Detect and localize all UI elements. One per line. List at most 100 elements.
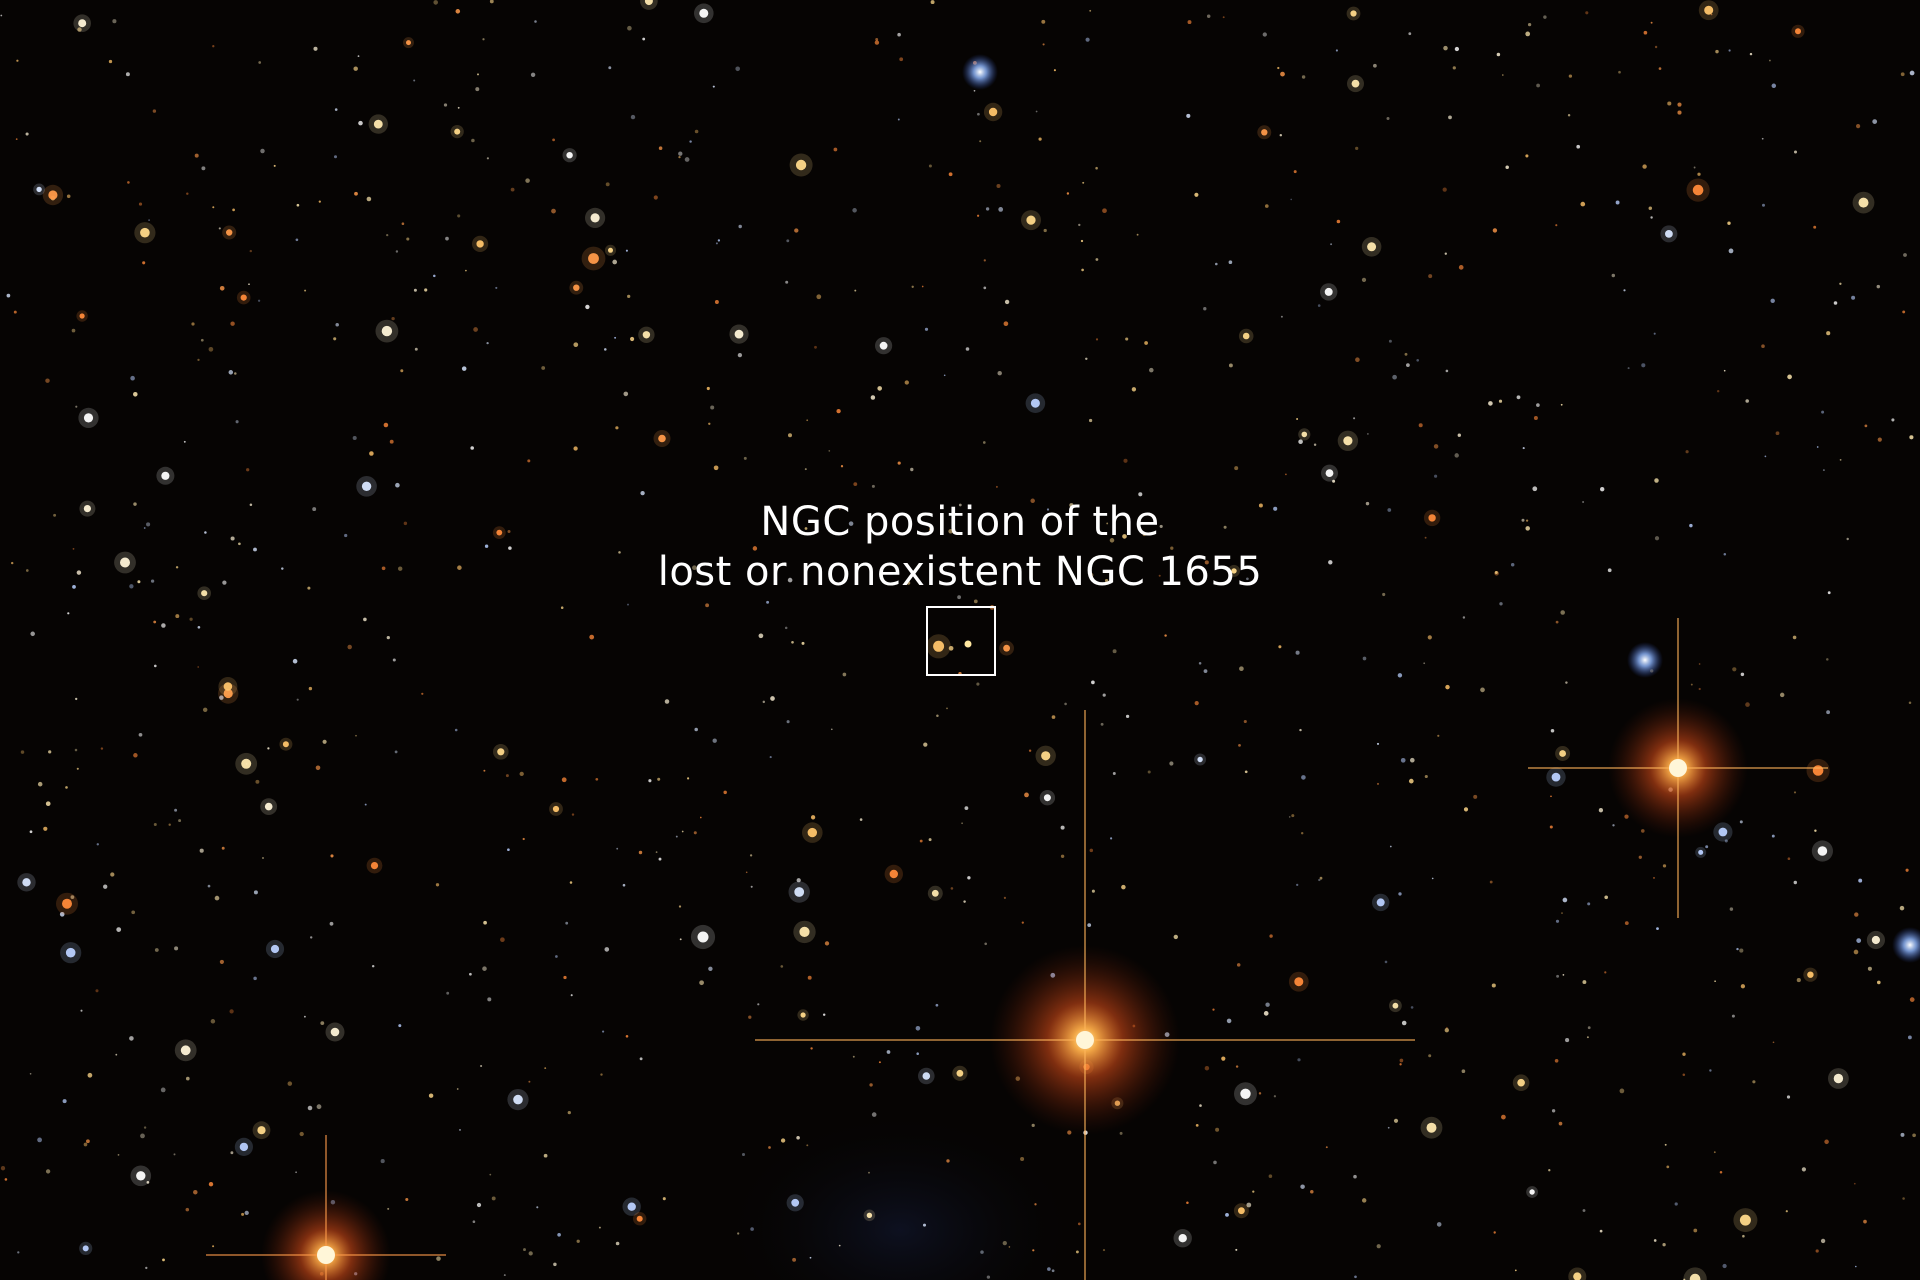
star [1263, 1011, 1269, 1016]
star [1723, 369, 1726, 372]
star [1035, 110, 1038, 113]
star [897, 32, 901, 37]
star [136, 1171, 146, 1181]
star [1562, 897, 1568, 903]
star [828, 450, 831, 452]
star [875, 37, 879, 41]
star [1047, 1267, 1051, 1271]
star [1095, 338, 1099, 341]
star [1178, 1234, 1187, 1243]
star [1343, 436, 1353, 446]
star [1749, 52, 1753, 56]
star [1089, 572, 1094, 578]
star [1234, 466, 1239, 471]
star [768, 1146, 771, 1149]
star [15, 138, 18, 140]
star [246, 468, 250, 472]
star [476, 73, 480, 76]
star-glow [1683, 1267, 1707, 1280]
star [648, 779, 652, 783]
star [71, 328, 76, 333]
star [1587, 1026, 1591, 1030]
star [1095, 166, 1098, 170]
star [1786, 1095, 1791, 1099]
star [1008, 1246, 1011, 1248]
star [1258, 503, 1263, 508]
star [320, 1021, 325, 1025]
star [191, 322, 195, 326]
star [43, 826, 48, 831]
star [1909, 435, 1914, 440]
star [142, 261, 146, 265]
star [1724, 839, 1728, 843]
star [143, 1126, 147, 1129]
star [1301, 431, 1308, 438]
star [627, 1202, 636, 1211]
star [735, 66, 740, 72]
star [853, 482, 858, 487]
star [1908, 701, 1912, 705]
star [1585, 11, 1589, 15]
star [1779, 692, 1785, 698]
star [1554, 1058, 1559, 1063]
star [588, 253, 599, 264]
star [100, 747, 104, 750]
star [72, 548, 75, 550]
star [785, 280, 789, 284]
star [738, 224, 742, 229]
star [138, 732, 143, 737]
star [503, 1274, 506, 1277]
star [1296, 883, 1299, 887]
star [1562, 974, 1565, 976]
star [1658, 67, 1662, 70]
star [395, 250, 399, 253]
star [616, 847, 619, 850]
star [208, 1182, 214, 1187]
star [1082, 181, 1085, 184]
star [878, 1061, 881, 1064]
star [307, 1105, 313, 1111]
star [1771, 834, 1775, 838]
star [614, 336, 617, 339]
star [552, 805, 560, 813]
star [1812, 765, 1824, 776]
star [435, 883, 440, 887]
star [653, 195, 658, 200]
star [1389, 845, 1392, 848]
star [681, 830, 684, 833]
star [1863, 1219, 1867, 1224]
star [281, 567, 284, 570]
annotation-line-2: lost or nonexistent NGC 1655 [657, 549, 1263, 595]
star [433, 0, 438, 5]
star [25, 569, 29, 572]
star [910, 467, 914, 472]
star [183, 440, 186, 443]
star [615, 426, 619, 430]
star [1853, 1182, 1856, 1185]
star [1318, 878, 1321, 882]
star [929, 527, 933, 532]
star [996, 183, 1001, 189]
star [1235, 1065, 1239, 1068]
star [922, 1072, 931, 1080]
star [83, 1142, 88, 1147]
star [1418, 423, 1423, 428]
star [1607, 568, 1612, 573]
star [1203, 669, 1208, 673]
star [72, 585, 76, 589]
star [235, 420, 239, 424]
star [870, 395, 876, 400]
star [1653, 1239, 1657, 1242]
star [748, 1015, 752, 1019]
star [1682, 1052, 1686, 1056]
star [413, 79, 416, 82]
star [1624, 921, 1629, 926]
star [0, 14, 3, 17]
star [486, 157, 489, 160]
star [185, 1076, 190, 1081]
star [313, 46, 318, 51]
star [935, 1003, 939, 1007]
star [1623, 289, 1626, 292]
star [1698, 687, 1701, 691]
star [544, 1067, 547, 1070]
